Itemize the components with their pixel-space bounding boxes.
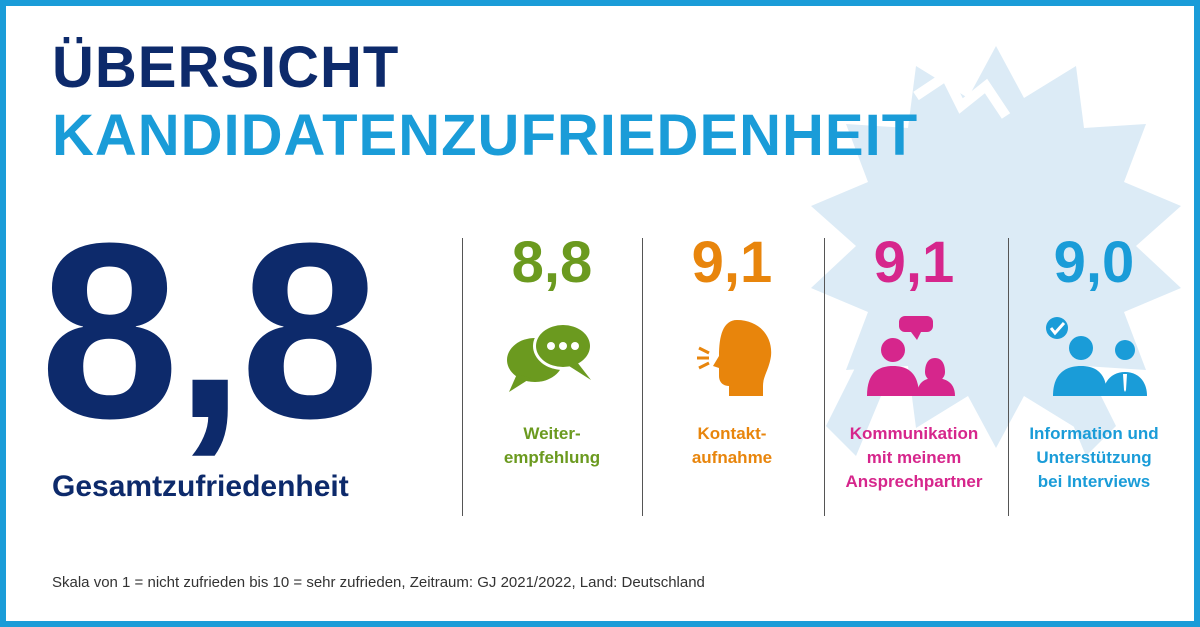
category-label: Kommunikation mit meinem Ansprechpartner	[845, 424, 983, 491]
overall-label: Gesamtzufriedenheit	[52, 470, 349, 503]
overall-score: 8,8	[40, 191, 380, 470]
column-divider	[824, 238, 825, 516]
category-contact: 9,1 Kontakt- aufnahme	[642, 228, 822, 470]
category-recommendation: 8,8 Weiter- empfehlung	[462, 228, 642, 470]
category-label: Kontakt- aufnahme	[691, 424, 773, 467]
category-label: Information und Unterstützung bei Interv…	[1029, 424, 1159, 491]
speech-bubbles-icon	[507, 322, 593, 392]
scale-footnote: Skala von 1 = nicht zufrieden bis 10 = s…	[52, 574, 705, 591]
category-score: 9,1	[873, 230, 955, 295]
title-line-2: KANDIDATENZUFRIEDENHEIT	[52, 103, 919, 168]
category-communication: 9,1 Kommunikation mit meinem Ansprechpar…	[824, 228, 1004, 494]
speaking-head-icon	[697, 320, 772, 396]
category-information: 9,0 Information und Unterstützung bei In…	[1004, 228, 1184, 494]
category-score: 9,0	[1053, 230, 1135, 295]
two-people-talking-icon	[867, 316, 955, 396]
column-divider	[1008, 238, 1009, 516]
category-score: 9,1	[691, 230, 773, 295]
column-divider	[462, 238, 463, 516]
column-divider	[642, 238, 643, 516]
category-label: Weiter- empfehlung	[503, 424, 601, 467]
title-line-1: ÜBERSICHT	[52, 35, 400, 100]
category-score: 8,8	[511, 230, 593, 295]
people-checkmark-icon	[1046, 317, 1147, 396]
